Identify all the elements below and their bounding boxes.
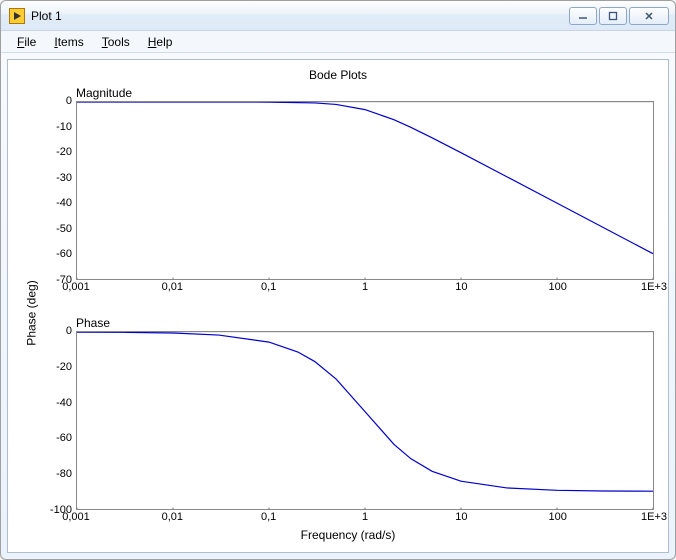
magnitude-plot[interactable]: [76, 101, 654, 280]
window-buttons: [569, 7, 669, 25]
magnitude-label: Magnitude: [42, 84, 654, 101]
magnitude-subplot: Magnitude 0-10-20-30-40-50-60-70 0,0010,…: [42, 84, 654, 296]
y-axis-label: Phase (deg): [25, 280, 39, 345]
minimize-button[interactable]: [569, 7, 597, 25]
titlebar[interactable]: Plot 1: [1, 1, 675, 31]
plot-area: Bode Plots Phase (deg) Magnitude 0-10-20…: [7, 59, 669, 553]
menubar: File Items Tools Help: [1, 31, 675, 53]
x-axis-label: Frequency (rad/s): [42, 526, 654, 542]
phase-plot[interactable]: [76, 331, 654, 510]
menu-items[interactable]: Items: [46, 33, 91, 51]
close-button[interactable]: [629, 7, 669, 25]
window-title: Plot 1: [31, 9, 569, 23]
menu-file[interactable]: File: [9, 33, 44, 51]
app-icon: [9, 8, 25, 24]
maximize-button[interactable]: [599, 7, 627, 25]
phase-subplot: Phase 0-20-40-60-80-100 0,0010,010,11101…: [42, 314, 654, 526]
app-window: Plot 1 File Items Tools Help Bode Plots …: [0, 0, 676, 560]
magnitude-xticks: 0,0010,010,11101001E+3: [76, 280, 654, 296]
phase-label: Phase: [42, 314, 654, 331]
figure-title: Bode Plots: [22, 66, 654, 84]
magnitude-yticks: 0-10-20-30-40-50-60-70: [42, 101, 76, 280]
menu-help[interactable]: Help: [140, 33, 181, 51]
phase-xticks: 0,0010,010,11101001E+3: [76, 510, 654, 526]
menu-tools[interactable]: Tools: [94, 33, 138, 51]
phase-yticks: 0-20-40-60-80-100: [42, 331, 76, 510]
